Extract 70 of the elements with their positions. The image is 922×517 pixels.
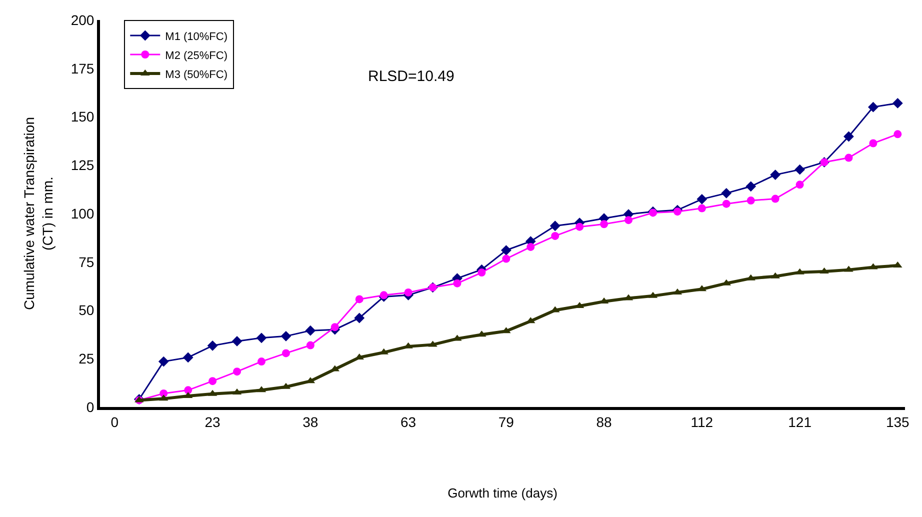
point <box>624 216 633 224</box>
point <box>794 164 805 175</box>
legend-label: M3 (50%FC) <box>165 68 228 81</box>
point <box>380 291 388 300</box>
point <box>722 200 730 208</box>
point <box>158 356 169 367</box>
x-tick-label: 38 <box>302 414 318 430</box>
y-tick-label: 50 <box>78 302 94 318</box>
point <box>551 232 560 240</box>
point <box>500 245 512 256</box>
point <box>770 170 781 180</box>
point <box>869 139 878 148</box>
point <box>280 330 292 342</box>
legend-label: M2 (25%FC) <box>165 50 228 62</box>
point <box>306 341 314 350</box>
y-tick-label: 100 <box>70 205 94 222</box>
point <box>184 386 192 394</box>
point <box>796 180 804 189</box>
point <box>576 222 584 231</box>
point <box>478 268 486 277</box>
point <box>868 102 878 112</box>
point <box>721 188 732 198</box>
y-tick-label: 175 <box>70 60 94 76</box>
point <box>207 340 218 351</box>
point <box>233 368 242 376</box>
point <box>698 204 706 212</box>
y-tick-label: 25 <box>78 350 94 367</box>
x-tick-label: 23 <box>204 414 221 430</box>
legend-label: M1 (10%FC) <box>165 30 228 43</box>
point <box>673 208 682 216</box>
x-tick-label: 121 <box>788 414 812 430</box>
point <box>526 242 535 251</box>
point <box>771 194 780 203</box>
point <box>894 130 902 138</box>
point <box>453 279 462 288</box>
x-axis-title: Gorwth time (days) <box>448 485 558 500</box>
point <box>257 358 266 366</box>
y-tick-label: 150 <box>70 108 94 125</box>
point <box>844 154 853 162</box>
x-tick-label: 79 <box>498 414 514 430</box>
x-tick-label: 63 <box>400 414 416 430</box>
x-tick-label: 88 <box>596 414 612 430</box>
point <box>305 325 316 336</box>
y-axis-title: Cumulative water Transpiration (CT) in mm. <box>21 117 56 310</box>
y-tick-label: 75 <box>78 254 94 270</box>
point <box>746 196 755 205</box>
point <box>256 332 267 344</box>
point <box>746 181 756 192</box>
point <box>208 377 217 386</box>
point <box>502 254 510 263</box>
point <box>355 295 364 304</box>
x-tick-label: 0 <box>110 414 119 430</box>
y-tick-label: 200 <box>70 12 94 28</box>
point <box>404 288 412 296</box>
x-tick-label: 135 <box>886 414 910 430</box>
point <box>844 131 854 142</box>
point <box>550 220 560 232</box>
y-tick-label: 0 <box>86 398 94 415</box>
point <box>232 336 242 346</box>
point <box>648 208 657 217</box>
point <box>892 98 903 108</box>
y-tick-label: 125 <box>70 157 94 174</box>
point <box>330 323 339 332</box>
annotation: RLSD=10.49 <box>368 68 454 85</box>
point <box>182 352 194 363</box>
point <box>696 194 708 204</box>
x-tick-label: 112 <box>690 414 714 430</box>
point <box>354 312 365 324</box>
point <box>282 349 290 358</box>
point <box>600 220 608 228</box>
